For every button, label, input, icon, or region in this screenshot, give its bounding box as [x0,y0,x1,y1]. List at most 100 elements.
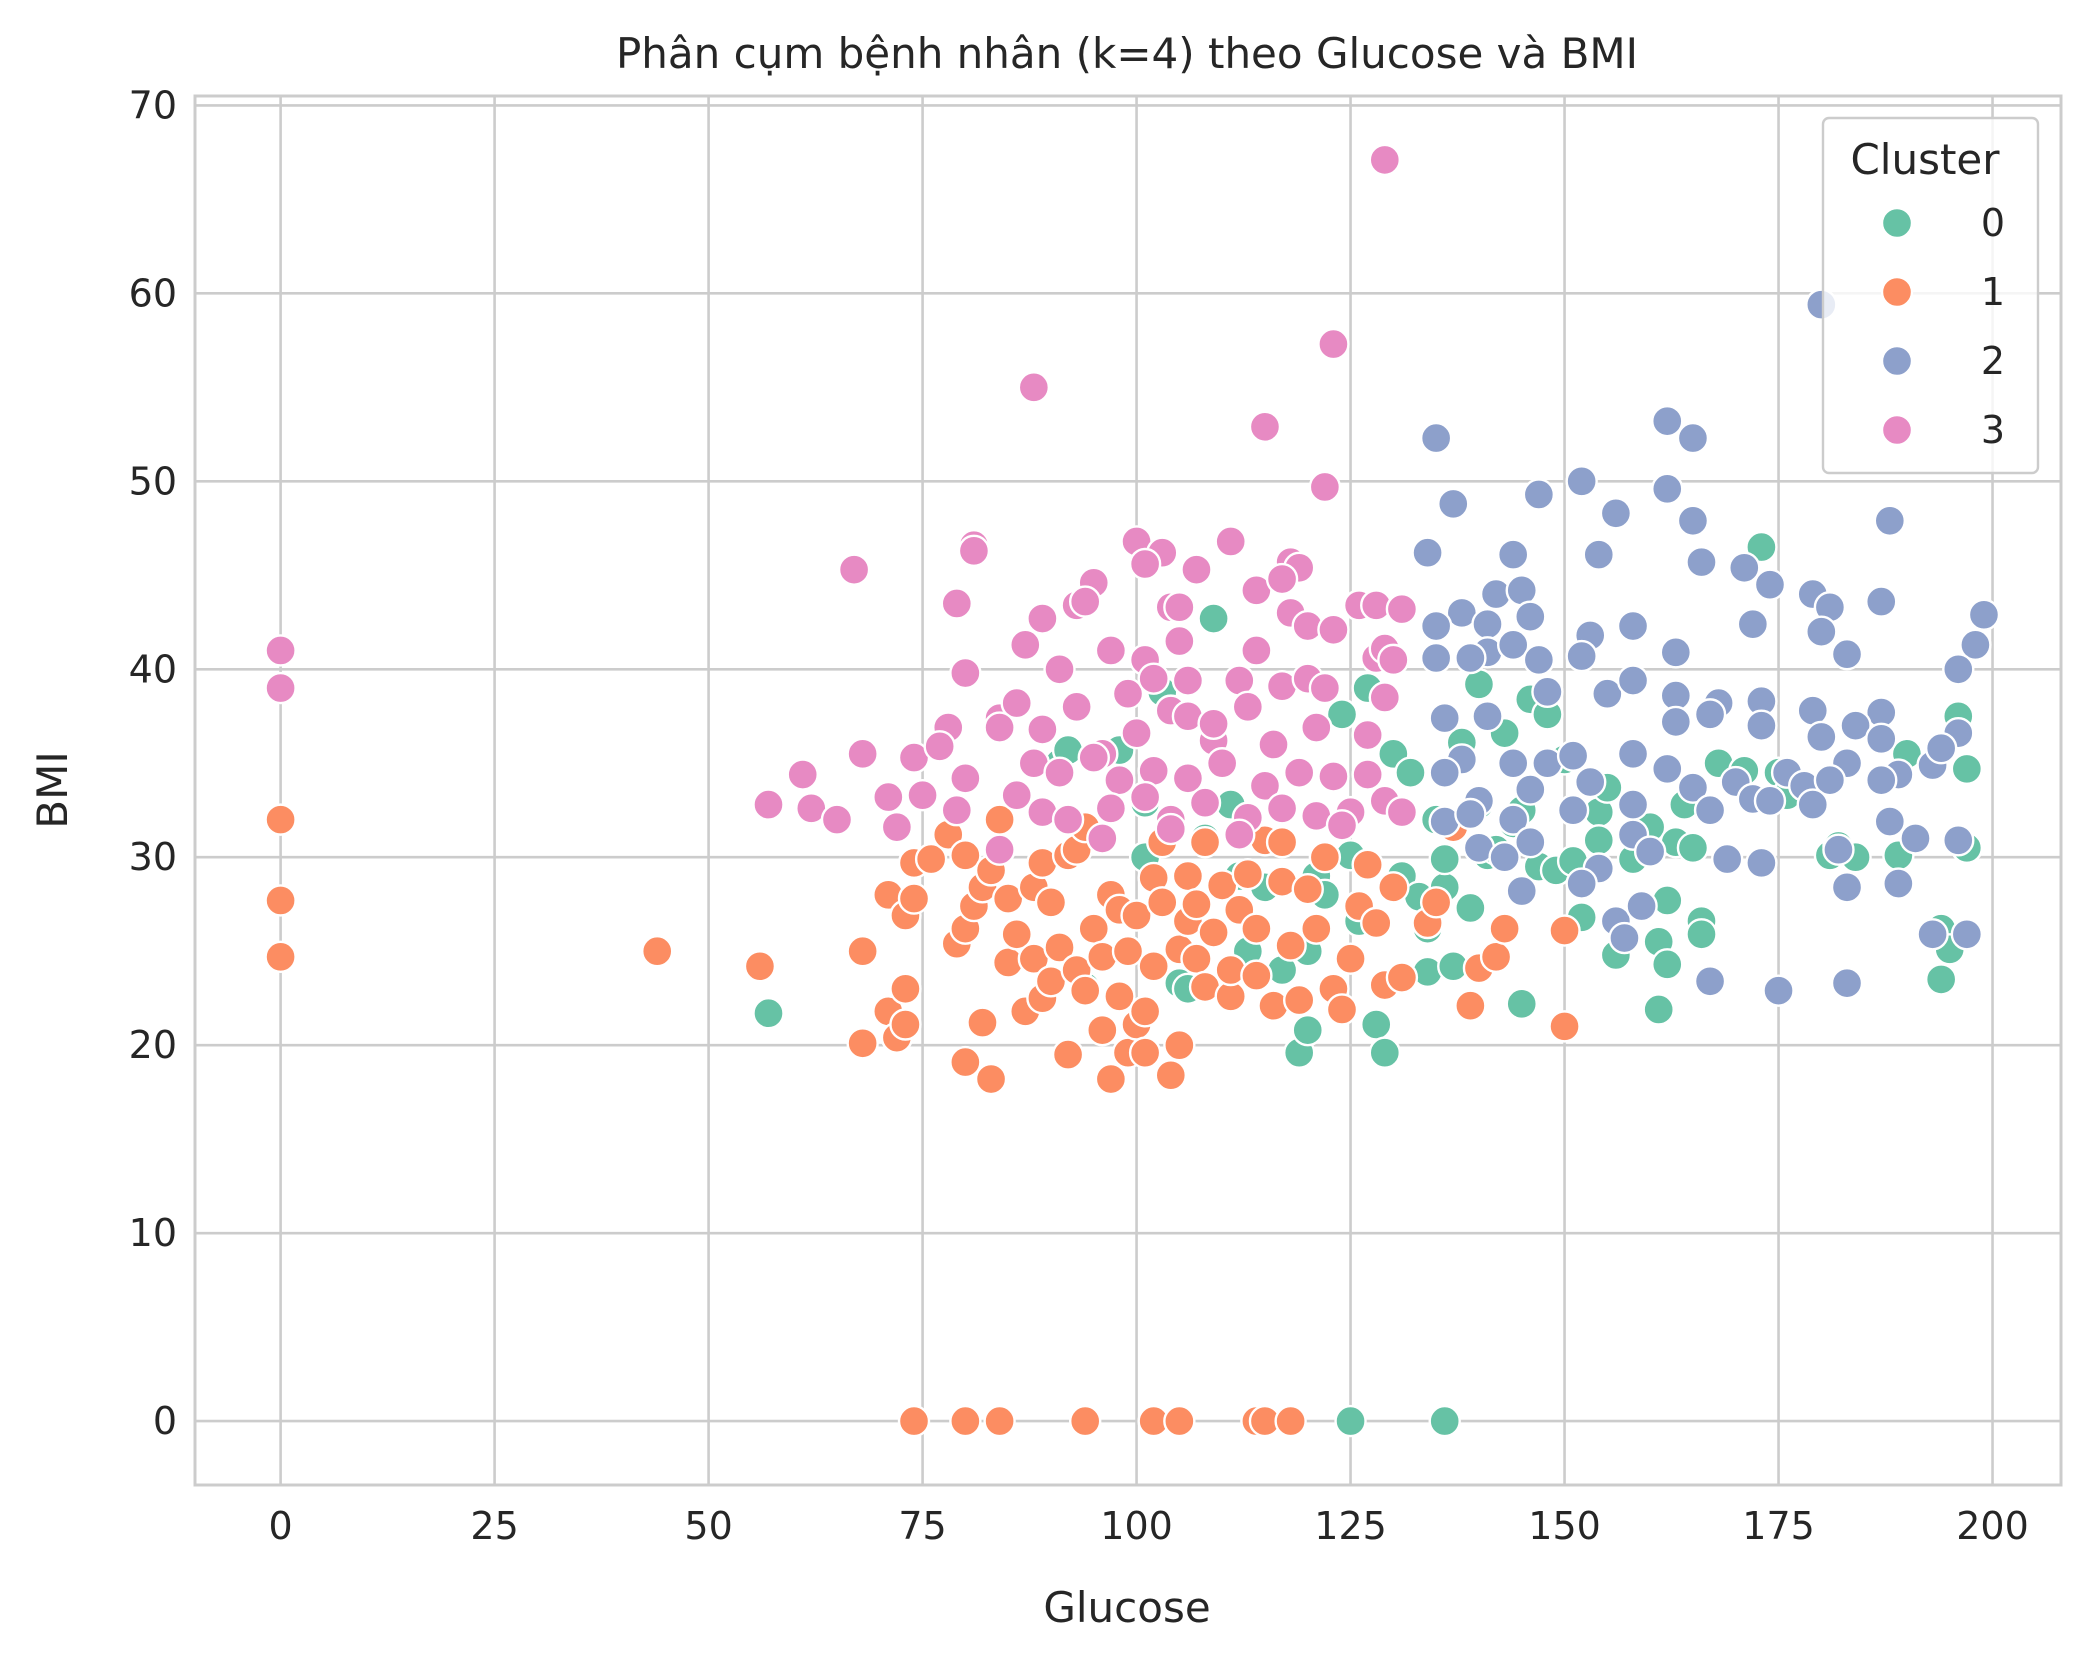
series-3 [264,143,1419,866]
data-point [1531,675,1564,709]
data-point [1616,609,1650,643]
data-point [1291,1013,1324,1047]
y-axis-ticks: 0 10 20 30 40 50 60 70 [129,83,177,1443]
data-point [1608,921,1641,955]
data-point [1830,871,1864,904]
data-point [1171,664,1205,697]
data-point [1651,948,1684,981]
data-point [1265,792,1299,825]
legend-label: 3 [1981,408,2005,452]
data-point [880,810,914,844]
data-point [1300,711,1333,744]
data-point [1180,942,1213,975]
data-point [752,997,785,1030]
data-point [1865,585,1898,618]
data-point [1094,634,1128,667]
data-point [1231,857,1265,891]
data-point [1128,995,1162,1028]
data-point [983,833,1016,866]
data-point [1017,371,1051,404]
data-point [1882,867,1915,900]
y-tick-label: 20 [129,1023,177,1067]
data-point [1026,602,1059,635]
data-point [264,671,297,705]
data-point [1146,886,1179,919]
data-point [1591,677,1624,710]
data-point [949,762,982,795]
data-point [1556,739,1590,772]
data-point [1308,841,1342,874]
data-point [949,839,982,872]
data-point [1839,709,1872,742]
data-point [897,1404,931,1438]
data-point [1924,732,1958,765]
data-point [1120,716,1153,750]
data-point [949,1404,982,1438]
data-point [1205,747,1239,780]
data-point [1094,792,1128,825]
data-point [1676,421,1710,455]
data-point [1514,600,1547,633]
data-point [1282,983,1316,1017]
series-1 [264,803,1581,1438]
data-point [1454,641,1487,675]
y-tick-label: 40 [129,647,177,691]
data-point [1924,963,1958,996]
data-point [914,842,948,876]
data-point [1753,784,1787,818]
data-point [1522,478,1556,511]
data-point [1967,598,2001,631]
data-point [1308,671,1342,705]
data-point [1813,763,1847,797]
data-point [1265,825,1299,859]
data-point [820,803,854,836]
data-point [1111,935,1145,968]
data-point [1163,1028,1196,1062]
data-point [1128,780,1162,814]
data-point [1796,788,1829,821]
x-tick-label: 100 [1100,1504,1173,1548]
data-point [1163,624,1196,658]
data-point [264,940,297,974]
data-point [1240,959,1273,992]
data-point [1762,974,1795,1007]
data-point [1334,1404,1367,1438]
data-point [1060,690,1093,724]
data-point [1496,803,1530,836]
data-point [1574,765,1607,799]
data-point [1180,553,1213,586]
data-point [1873,504,1907,537]
data-point [1077,741,1110,774]
x-axis-ticks: 0 25 50 75 100 125 150 175 200 [269,1504,2029,1548]
data-point [1394,756,1427,789]
data-point [1428,701,1461,735]
data-point [1171,762,1205,795]
data-point [872,780,905,814]
data-point [752,788,785,821]
data-point [264,884,297,917]
data-point [1248,410,1282,444]
data-point [1419,886,1453,919]
data-point [1916,918,1949,951]
data-point [1419,609,1453,643]
data-point [1385,592,1419,626]
data-point [1300,912,1333,945]
data-point [1094,1062,1128,1096]
data-point [1454,797,1487,831]
data-point [1103,763,1136,797]
data-point [1077,912,1110,945]
data-point [1188,786,1222,819]
data-point [1950,918,1984,951]
data-point [1163,1404,1196,1438]
data-point [1360,906,1393,940]
data-point [1180,888,1213,921]
chart-title: Phân cụm bệnh nhân (k=4) theo Glucose và… [616,29,1638,78]
data-point [1471,700,1504,733]
data-point [1428,756,1461,789]
data-point [1325,698,1359,731]
y-axis-label: BMI [28,751,77,828]
data-point [1086,1013,1119,1047]
data-point [1428,1404,1461,1438]
data-point [1548,1010,1581,1043]
